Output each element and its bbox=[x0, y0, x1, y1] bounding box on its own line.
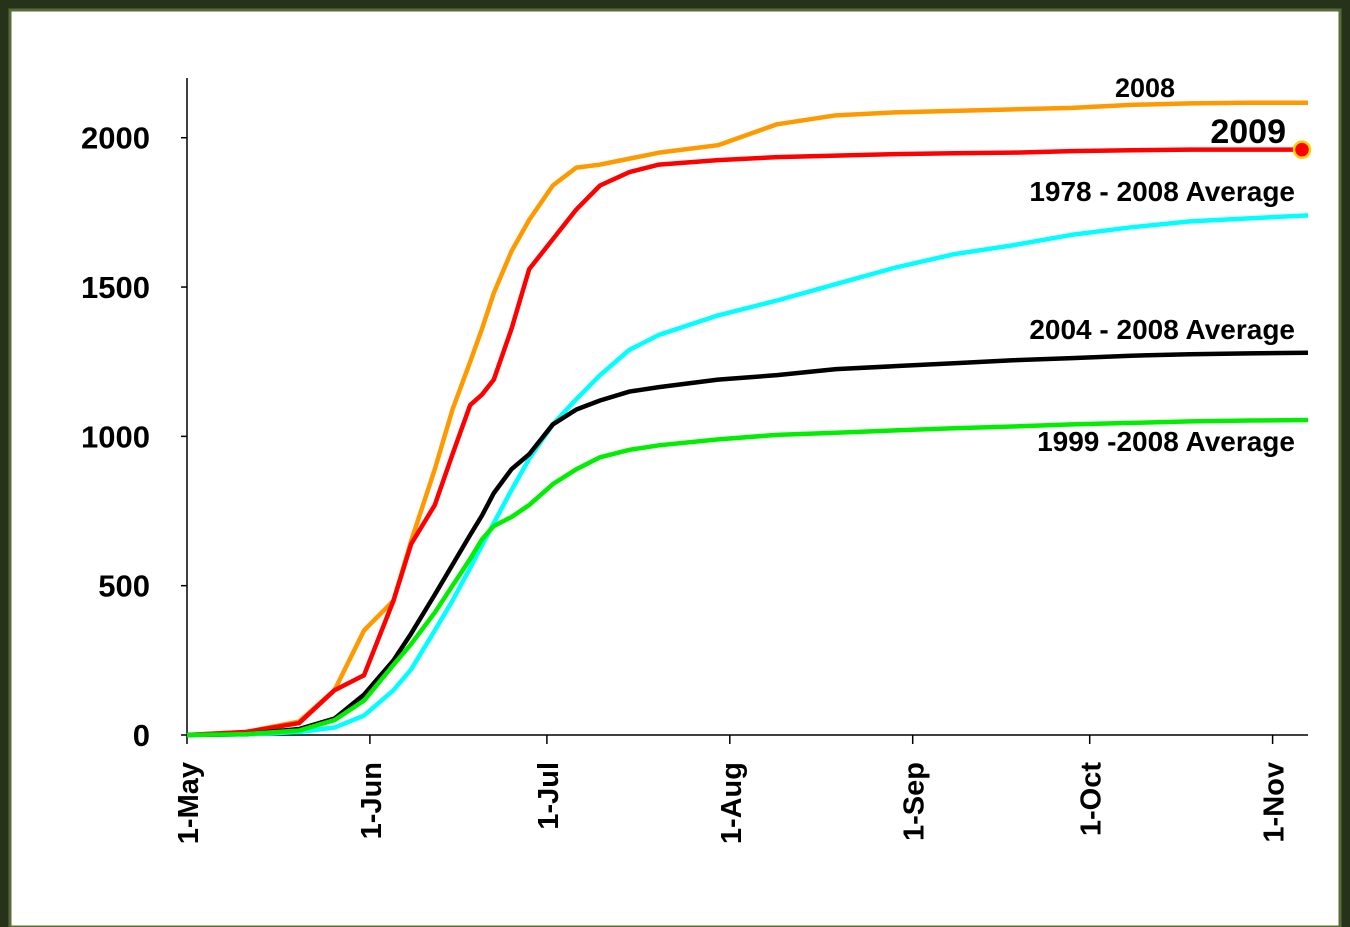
series-label: 1978 - 2008 Average bbox=[1029, 176, 1295, 207]
data-line bbox=[186, 350, 1309, 738]
series-label: 2008 bbox=[1115, 73, 1175, 103]
y-tick-label: 1000 bbox=[81, 419, 150, 454]
series-label: 2009 bbox=[1210, 113, 1286, 151]
data-line bbox=[186, 100, 1308, 738]
x-tick-label: 1-Nov bbox=[1259, 762, 1291, 843]
chart-background bbox=[8, 8, 1342, 927]
data-line bbox=[186, 147, 1308, 738]
x-tick-label: 1-Sep bbox=[899, 762, 931, 841]
end-point bbox=[1292, 140, 1312, 159]
y-tick-label: 2000 bbox=[81, 121, 150, 156]
y-tick-label: 500 bbox=[98, 569, 150, 604]
data-line bbox=[186, 213, 1309, 738]
x-tick-label: 1-Aug bbox=[716, 762, 748, 844]
y-tick-label: 1500 bbox=[81, 270, 150, 305]
data-line bbox=[186, 417, 1309, 738]
x-tick-label: 1-Jul bbox=[533, 762, 565, 830]
series-label: 1999 -2008 Average bbox=[1037, 426, 1295, 457]
x-tick-label: 1-May bbox=[173, 762, 205, 844]
x-tick-label: 1-Oct bbox=[1076, 762, 1108, 836]
x-tick-label: 1-Jun bbox=[356, 762, 388, 839]
y-tick-label: 0 bbox=[133, 718, 150, 753]
series-label: 2004 - 2008 Average bbox=[1029, 314, 1295, 345]
